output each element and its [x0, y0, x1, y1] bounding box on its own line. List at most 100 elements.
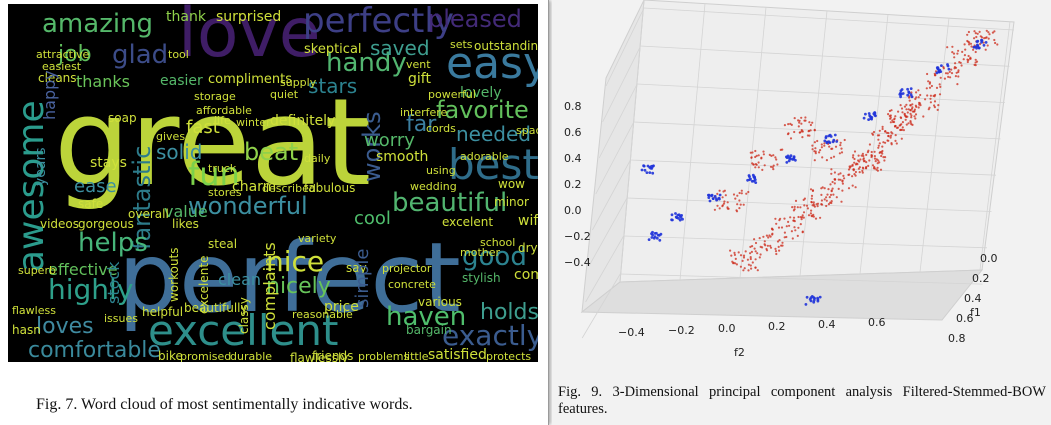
scatter-point	[722, 190, 725, 193]
scatter-point	[769, 165, 773, 168]
scatter-point	[928, 86, 932, 89]
scatter-point	[833, 178, 837, 181]
scatter-point	[880, 154, 883, 158]
scatter-point	[881, 152, 884, 155]
scatter-point	[903, 105, 907, 108]
cloud-word: good	[462, 242, 527, 272]
scatter-point	[723, 200, 726, 203]
cloud-word: wife	[518, 213, 538, 229]
scatter-point	[879, 151, 882, 154]
scatter-point	[799, 223, 802, 226]
scatter-point	[861, 171, 864, 174]
cloud-word: attractive	[36, 48, 90, 61]
scatter-point	[771, 232, 774, 235]
grid-line	[581, 273, 621, 339]
scatter-point	[864, 166, 868, 170]
grid-line	[799, 10, 828, 277]
scatter-point	[792, 219, 795, 222]
cloud-word: powerful	[428, 88, 476, 101]
scatter-point	[825, 204, 828, 208]
scatter-point	[936, 66, 940, 69]
cloud-word: winter	[236, 116, 271, 129]
figure-9-caption: Fig. 9. 3-Dimensional principal componen…	[558, 384, 1046, 417]
scatter-point	[650, 164, 653, 168]
scatter-point	[825, 141, 829, 145]
cloud-word: sets	[450, 38, 473, 51]
scatter-point	[749, 256, 752, 259]
scatter-point	[889, 136, 892, 139]
cloud-word: price	[324, 299, 359, 315]
scatter-point	[794, 158, 797, 162]
scatter-point	[774, 247, 777, 250]
scatter-point	[679, 216, 683, 219]
scatter-point	[759, 245, 762, 248]
scatter-point	[906, 111, 909, 114]
scatter-point	[794, 199, 798, 202]
scatter-point	[747, 174, 751, 177]
scatter-point	[832, 155, 836, 158]
scatter-point	[811, 144, 814, 147]
scatter-point	[828, 145, 831, 148]
scatter-point	[800, 130, 803, 133]
scatter-point	[805, 204, 809, 207]
cloud-word: excelent	[442, 215, 494, 229]
scatter-point	[917, 96, 920, 99]
scatter-point	[713, 194, 717, 198]
scatter-point	[870, 154, 873, 157]
cloud-word: gives	[156, 130, 186, 143]
grid-line	[979, 21, 1011, 271]
scatter-point	[792, 157, 796, 161]
scatter-point	[947, 75, 950, 78]
scatter-point	[813, 150, 816, 153]
scatter-point	[823, 142, 826, 145]
figure-7-caption: Fig. 7. Word cloud of most sentimentally…	[36, 396, 413, 413]
scatter-point	[749, 264, 752, 267]
scatter-point	[967, 30, 970, 34]
scatter-point	[713, 208, 716, 211]
scatter-point	[984, 48, 987, 51]
cloud-word: quiet	[270, 88, 299, 101]
scatter-point	[781, 241, 784, 244]
cloud-word: workouts	[167, 247, 181, 302]
f1-axis-label: f1	[970, 306, 981, 319]
scatter-point	[957, 49, 960, 52]
scatter-point	[807, 130, 810, 133]
scatter-point	[887, 139, 890, 142]
scatter-point	[754, 258, 757, 261]
scatter-point	[984, 36, 987, 40]
scatter-point	[819, 216, 822, 219]
scatter-point	[865, 161, 868, 164]
scatter-point	[879, 168, 883, 171]
cloud-word: issues	[104, 312, 138, 325]
scatter-point	[707, 196, 711, 200]
cloud-word: daily	[304, 152, 331, 165]
scatter-point	[758, 256, 761, 259]
scatter-point	[736, 203, 739, 206]
scatter-point	[973, 37, 976, 40]
scatter-point	[937, 104, 940, 107]
cloud-word: interfere	[400, 106, 448, 119]
scatter-point	[829, 183, 832, 186]
scatter-point	[982, 43, 986, 47]
scatter-point	[715, 197, 718, 201]
cloud-word: various	[418, 295, 462, 309]
scatter-point	[954, 62, 957, 65]
scatter-point	[867, 118, 870, 121]
scatter-point	[742, 256, 746, 259]
scatter-point	[840, 151, 844, 154]
scatter-point	[813, 159, 816, 162]
scatter-point	[708, 199, 712, 203]
scatter-point	[915, 96, 918, 99]
scatter-point	[862, 167, 865, 170]
scatter-point	[908, 96, 911, 99]
scatter-point	[710, 193, 714, 197]
scatter-point	[789, 122, 792, 125]
scatter-point	[947, 67, 951, 71]
scatter-point	[905, 103, 908, 106]
scatter-point	[900, 137, 903, 140]
scatter-point	[816, 139, 819, 143]
scatter-point	[900, 128, 904, 131]
scatter-point	[801, 231, 804, 234]
scatter-point	[842, 174, 845, 177]
scatter-point	[840, 147, 843, 150]
